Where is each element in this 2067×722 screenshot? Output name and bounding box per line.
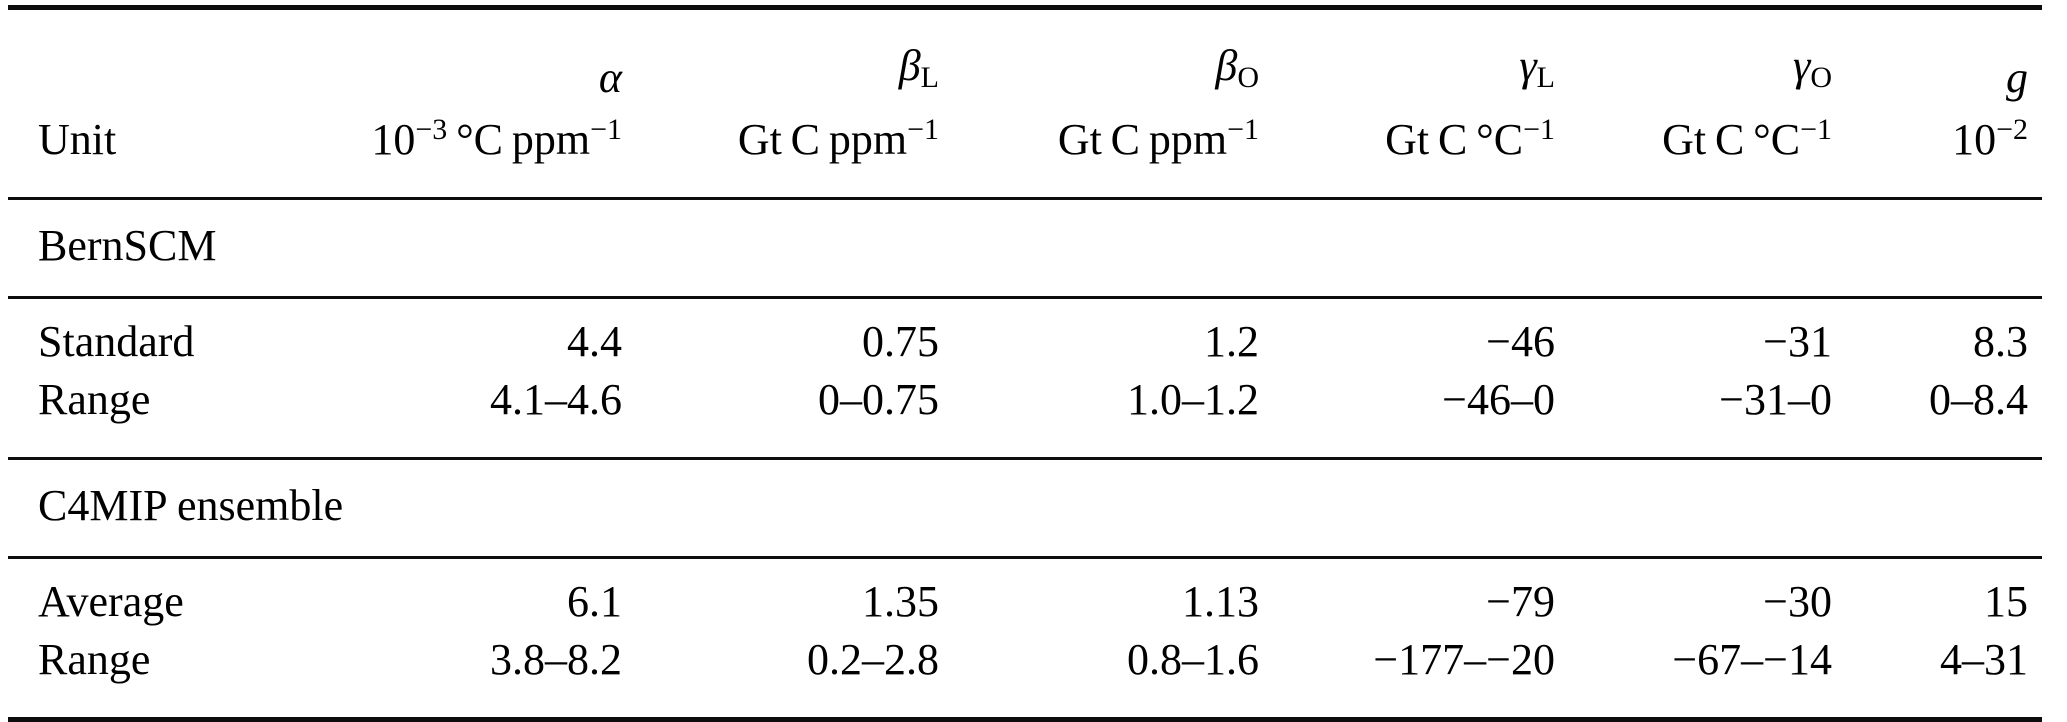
row-label: Range xyxy=(38,375,151,424)
symbol-subscript: L xyxy=(1536,61,1555,94)
value-cell: 0–8.4 xyxy=(1929,375,2028,424)
unit-text: Gt C ppm xyxy=(737,115,908,164)
value-cell: 1.13 xyxy=(1182,577,1259,626)
section-title-cell: BernSCM xyxy=(8,199,2042,298)
table-row: Range 4.1–4.6 0–0.75 1.0–1.2 −46–0 −31–0 0–8.4 xyxy=(8,371,2042,459)
value-cell: 3.8–8.2 xyxy=(490,635,622,684)
symbol: γ xyxy=(1792,41,1811,90)
value-cell: 1.2 xyxy=(1204,317,1259,366)
row-label: Range xyxy=(38,635,151,684)
symbol-line: g xyxy=(1832,52,2028,104)
header-row: Unit α 10−3 °C ppm−1 βL Gt C ppm−1 βO Gt C ppm… xyxy=(8,8,2042,199)
table-row: Standard 4.4 0.75 1.2 −46 −31 8.3 xyxy=(8,298,2042,372)
unit-text: 10 xyxy=(1952,115,1997,164)
row-label-cell: Range xyxy=(8,631,348,720)
unit-line: Unit xyxy=(38,114,348,166)
value-cell: 0.2–2.8 xyxy=(807,635,939,684)
value-cell: 15 xyxy=(1984,577,2028,626)
symbol-subscript: L xyxy=(920,61,939,94)
unit-text: Gt C ppm xyxy=(1057,115,1228,164)
symbol-subscript: O xyxy=(1237,61,1259,94)
unit-superscript: −1 xyxy=(590,113,622,146)
unit-superscript: −1 xyxy=(1800,113,1832,146)
unit-superscript: −3 xyxy=(415,113,448,146)
value-cell: 1.0–1.2 xyxy=(1127,375,1259,424)
unit-superscript: −1 xyxy=(1523,113,1555,146)
value-cell: 0.75 xyxy=(862,317,939,366)
section-title: C4MIP ensemble xyxy=(38,481,344,530)
unit-text: °C ppm xyxy=(447,115,591,164)
unit-text: Gt C °C xyxy=(1385,115,1524,164)
unit-superscript: −2 xyxy=(1996,113,2028,146)
row-label: Standard xyxy=(38,317,195,366)
column-header: α 10−3 °C ppm−1 xyxy=(348,8,622,199)
unit-column-header: Unit xyxy=(8,8,348,199)
unit-line: Gt C ppm−1 xyxy=(939,104,1259,166)
unit-line: 10−2 xyxy=(1832,104,2028,166)
value-cell: −30 xyxy=(1763,577,1832,626)
unit-text: Gt C °C xyxy=(1662,115,1801,164)
symbol: α xyxy=(598,53,622,102)
column-header: γO Gt C °C−1 xyxy=(1555,8,1832,199)
row-label-cell: Standard xyxy=(8,298,348,372)
symbol: β xyxy=(898,41,921,90)
unit-line: Gt C °C−1 xyxy=(1259,104,1555,166)
symbol: β xyxy=(1215,41,1238,90)
value-cell: 4.4 xyxy=(567,317,622,366)
symbol-line: βL xyxy=(622,40,939,104)
table-row: Average 6.1 1.35 1.13 −79 −30 15 xyxy=(8,558,2042,632)
section-title: BernSCM xyxy=(38,221,217,270)
row-label-cell: Average xyxy=(8,558,348,632)
table-header: Unit α 10−3 °C ppm−1 βL Gt C ppm−1 βO Gt C ppm… xyxy=(8,8,2042,199)
value-cell: 1.35 xyxy=(862,577,939,626)
value-cell: 4.1–4.6 xyxy=(490,375,622,424)
row-label-cell: Range xyxy=(8,371,348,459)
table-row: Range 3.8–8.2 0.2–2.8 0.8–1.6 −177–−20 −67–−1… xyxy=(8,631,2042,720)
symbol-line: α xyxy=(348,52,622,104)
unit-line: Gt C ppm−1 xyxy=(622,104,939,166)
value-cell: 4–31 xyxy=(1940,635,2028,684)
column-header: βO Gt C ppm−1 xyxy=(939,8,1259,199)
value-cell: −31–0 xyxy=(1719,375,1832,424)
unit-text: 10 xyxy=(371,115,416,164)
row-label: Average xyxy=(38,577,184,626)
value-cell: −46 xyxy=(1486,317,1555,366)
value-cell: 0–0.75 xyxy=(818,375,939,424)
parameter-table: Unit α 10−3 °C ppm−1 βL Gt C ppm−1 βO Gt C ppm… xyxy=(8,5,2042,722)
symbol-line: γL xyxy=(1259,40,1555,104)
table-body: BernSCM Standard 4.4 0.75 1.2 −46 −31 8.3 Range 4… xyxy=(8,199,2042,720)
unit-superscript: −1 xyxy=(907,113,939,146)
column-header: g 10−2 xyxy=(1832,8,2042,199)
symbol: g xyxy=(2006,53,2028,102)
value-cell: −177–−20 xyxy=(1373,635,1555,684)
value-cell: 6.1 xyxy=(567,577,622,626)
unit-header-label: Unit xyxy=(38,115,117,164)
value-cell: −79 xyxy=(1486,577,1555,626)
symbol: γ xyxy=(1519,41,1537,90)
unit-line: Gt C °C−1 xyxy=(1555,104,1832,166)
symbol-line: γO xyxy=(1555,40,1832,104)
value-cell: −46–0 xyxy=(1442,375,1555,424)
section-row: BernSCM xyxy=(8,199,2042,298)
unit-line: 10−3 °C ppm−1 xyxy=(348,104,622,166)
column-header: βL Gt C ppm−1 xyxy=(622,8,939,199)
section-title-cell: C4MIP ensemble xyxy=(8,459,2042,558)
value-cell: −67–−14 xyxy=(1672,635,1832,684)
symbol-line: βO xyxy=(939,40,1259,104)
column-header: γL Gt C °C−1 xyxy=(1259,8,1555,199)
value-cell: −31 xyxy=(1763,317,1832,366)
value-cell: 8.3 xyxy=(1973,317,2028,366)
section-row: C4MIP ensemble xyxy=(8,459,2042,558)
unit-superscript: −1 xyxy=(1227,113,1259,146)
symbol-subscript: O xyxy=(1810,61,1832,94)
value-cell: 0.8–1.6 xyxy=(1127,635,1259,684)
